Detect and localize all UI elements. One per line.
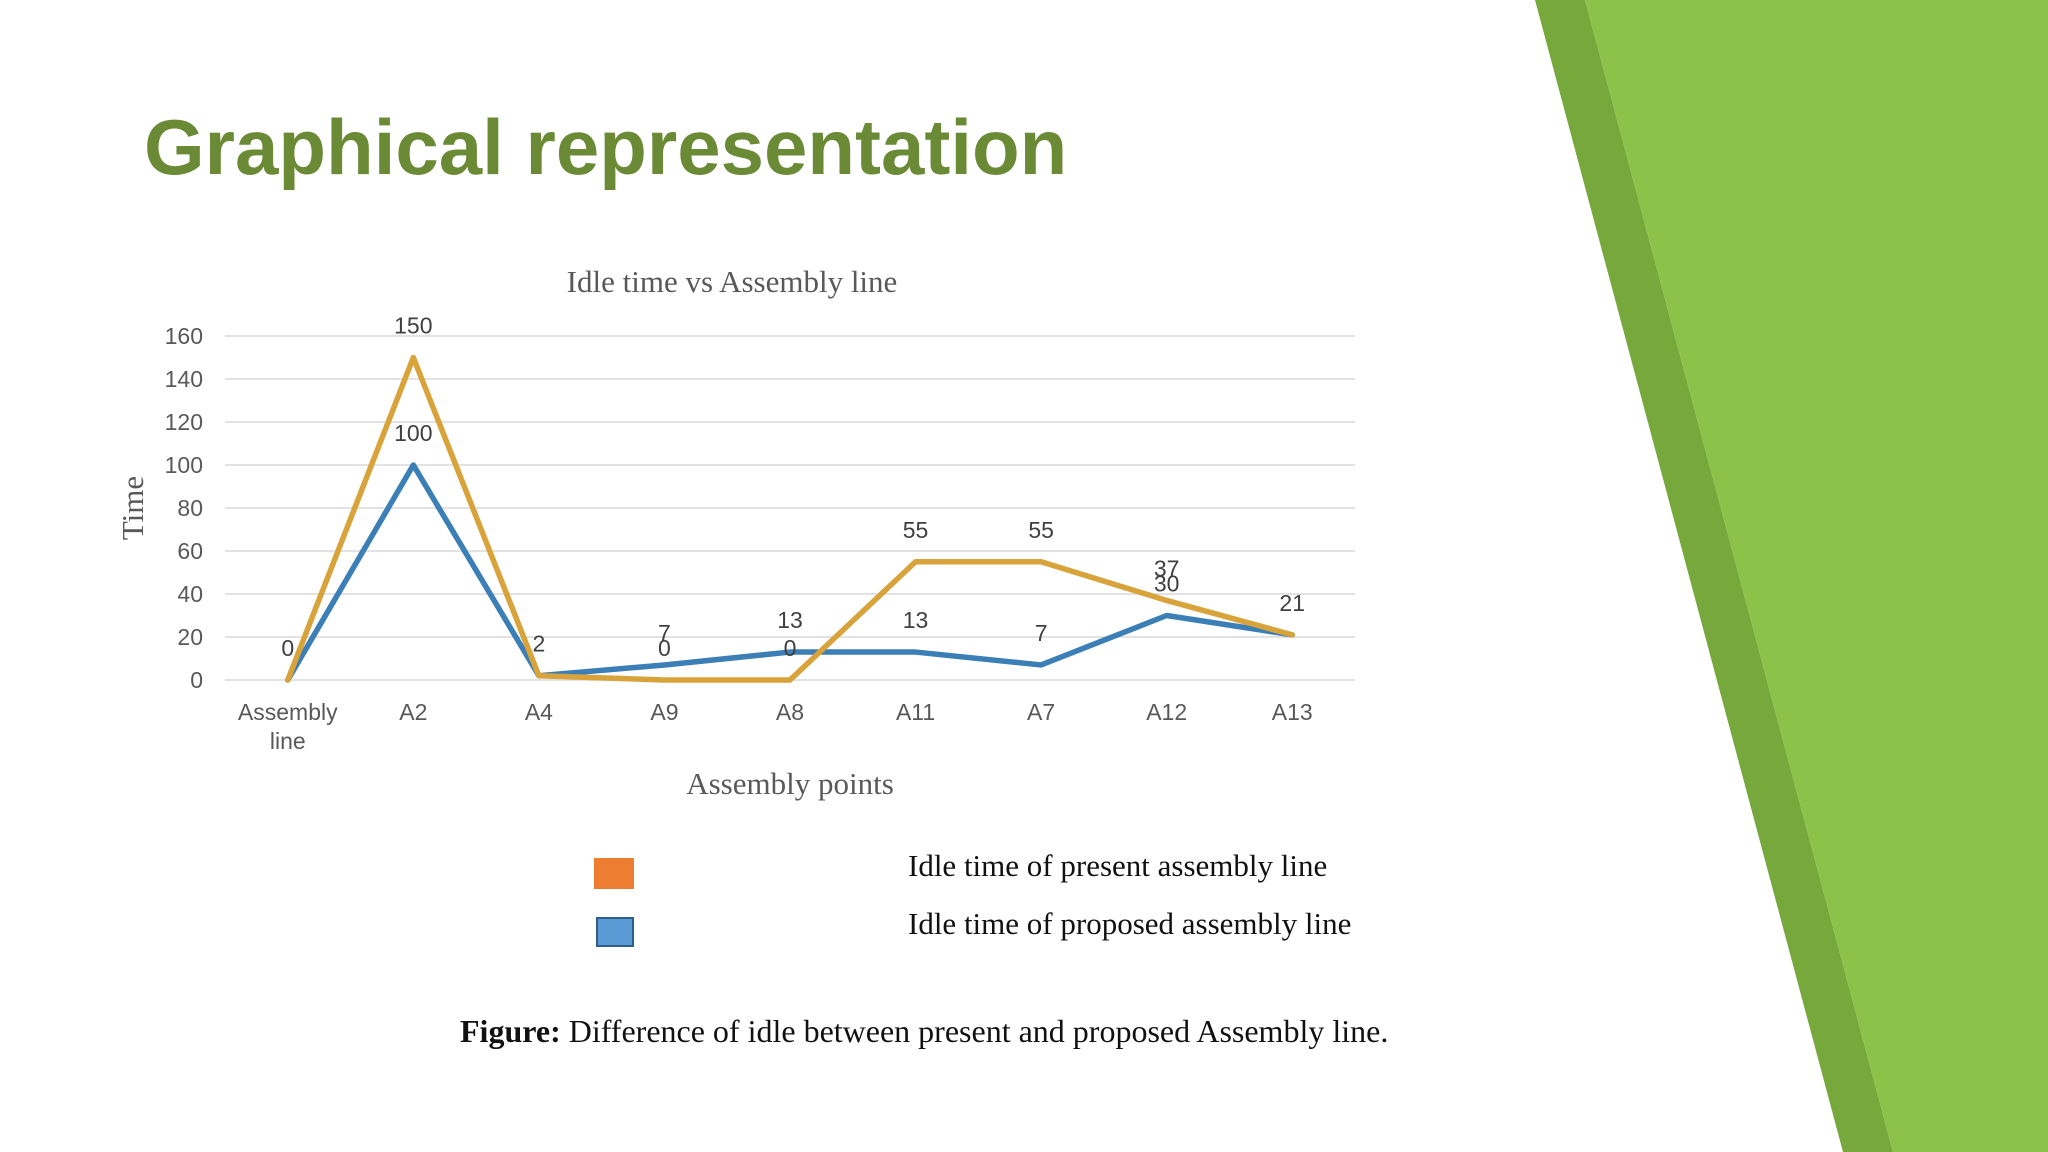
x-tick-label: A4 — [525, 699, 553, 725]
data-label: 7 — [1035, 620, 1048, 646]
green-panel — [1585, 0, 2048, 1152]
x-tick-label-line: A13 — [1272, 699, 1313, 725]
x-tick-label: A8 — [776, 699, 804, 725]
data-label: 7 — [658, 620, 671, 646]
y-tick-label: 100 — [165, 452, 203, 478]
x-tick-label: A11 — [896, 699, 935, 725]
y-tick-label: 60 — [177, 538, 203, 564]
x-tick-label-line: A11 — [896, 699, 935, 725]
x-tick-label-line: A9 — [650, 699, 678, 725]
x-tick-label-line: Assembly — [238, 699, 338, 725]
x-tick-label: A9 — [650, 699, 678, 725]
chart-x-ticks: Assembly line A2 A4 A9 A8 A11 A7 A12 A13 — [238, 699, 1313, 754]
y-tick-label: 80 — [177, 495, 203, 521]
data-label: 150 — [394, 313, 432, 339]
chart-y-ticks: 0 20 40 60 80 100 120 140 160 — [165, 323, 203, 693]
data-label: 0 — [784, 635, 797, 661]
y-tick-label: 140 — [165, 366, 203, 392]
x-tick-label-line: A7 — [1027, 699, 1055, 725]
data-label: 55 — [1028, 517, 1054, 543]
green-stripe-dark — [1535, 0, 1893, 1152]
slide-title: Graphical representation — [144, 103, 1068, 191]
legend-swatch-proposed — [596, 917, 634, 947]
x-tick-label: A2 — [399, 699, 427, 725]
y-tick-label: 0 — [190, 667, 203, 693]
x-tick-label-line: A8 — [776, 699, 804, 725]
data-label: 55 — [903, 517, 929, 543]
caption-prefix: Figure: — [460, 1013, 561, 1049]
x-tick-label: Assembly line — [238, 699, 338, 754]
chart-gridlines — [225, 335, 1355, 681]
y-tick-label: 160 — [165, 323, 203, 349]
series-line-proposed — [285, 462, 1295, 683]
x-tick-label-line: A4 — [525, 699, 553, 725]
y-tick-label: 40 — [177, 581, 203, 607]
data-label: 0 — [658, 635, 671, 661]
data-label: 100 — [394, 420, 432, 446]
x-tick-label-line: A2 — [399, 699, 427, 725]
legend-label-proposed: Idle time of proposed assembly line — [908, 906, 1352, 941]
x-tick-label: A12 — [1146, 699, 1187, 725]
data-label: 21 — [1279, 590, 1305, 616]
chart-series — [285, 354, 1295, 683]
data-label: 2 — [532, 631, 545, 657]
y-tick-label: 120 — [165, 409, 203, 435]
x-tick-label: A13 — [1272, 699, 1313, 725]
data-label: 13 — [777, 607, 803, 633]
series-line-present — [285, 354, 1295, 683]
chart-x-axis-label: Assembly points — [686, 766, 894, 801]
figure-caption: Figure: Difference of idle between prese… — [460, 1015, 1388, 1047]
chart-title: Idle time vs Assembly line — [567, 264, 898, 299]
data-label: 13 — [903, 607, 929, 633]
x-tick-label: A7 — [1027, 699, 1055, 725]
chart-y-axis-label: Time — [115, 476, 150, 540]
legend-label-present: Idle time of present assembly line — [908, 848, 1328, 883]
data-label: 0 — [281, 635, 294, 661]
y-tick-label: 20 — [177, 624, 203, 650]
legend-swatch-present — [594, 858, 634, 889]
caption-text: Difference of idle between present and p… — [560, 1013, 1389, 1049]
x-tick-label-line: A12 — [1146, 699, 1187, 725]
data-label: 37 — [1154, 555, 1180, 581]
x-tick-label-line: line — [270, 728, 306, 754]
data-label: 30 — [1154, 571, 1180, 597]
